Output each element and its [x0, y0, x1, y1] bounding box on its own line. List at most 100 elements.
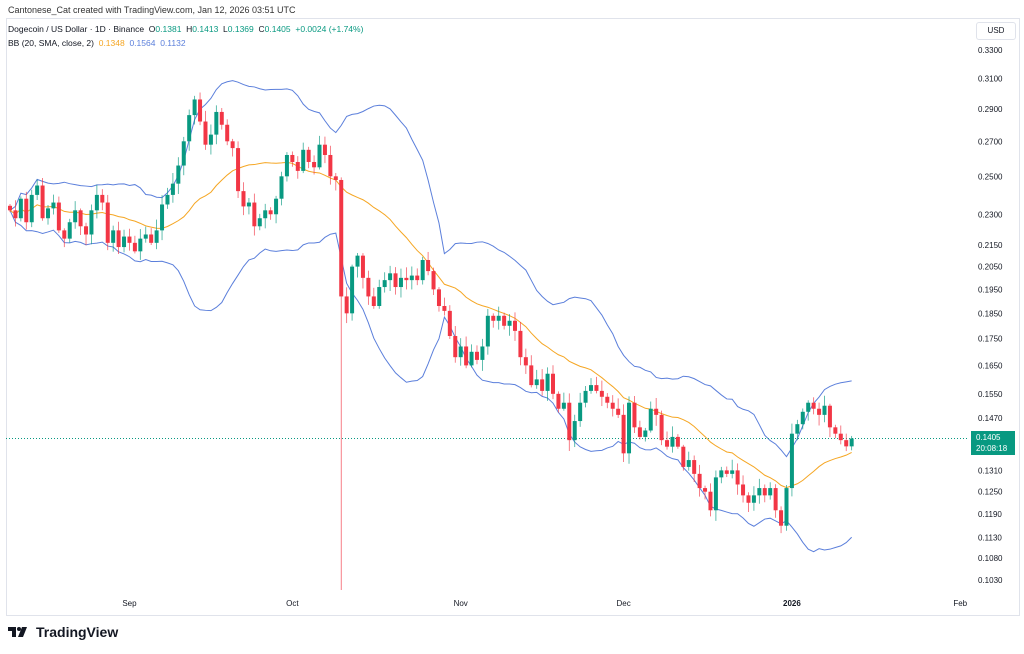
candle-body [62, 230, 67, 239]
candle-body [198, 99, 203, 122]
bar-countdown: 20:08:18 [976, 444, 1008, 453]
candle-body [572, 421, 577, 441]
price-tick: 0.1310 [978, 466, 1003, 475]
candle-body [800, 411, 805, 425]
bb-lower-band [9, 210, 853, 553]
candle-body [735, 470, 740, 485]
candle-body [713, 477, 718, 511]
candle-body [692, 460, 697, 474]
candle-body [578, 402, 583, 422]
candle-body [78, 210, 83, 227]
candle-body [523, 357, 528, 366]
candle-body [154, 230, 159, 243]
candle-body [561, 402, 566, 409]
candle-body [377, 287, 382, 307]
tradingview-logo[interactable]: TradingView [8, 624, 118, 640]
candle-body [474, 351, 479, 360]
price-tick: 0.2050 [978, 263, 1003, 272]
candle-body [111, 230, 116, 243]
price-tick: 0.1750 [978, 335, 1003, 344]
candle-body [632, 402, 637, 428]
candle-body [447, 310, 452, 337]
candle-body [105, 202, 110, 243]
candle-body [225, 124, 230, 142]
candle-body [344, 296, 349, 314]
price-tick: 0.2150 [978, 241, 1003, 250]
candle-body [284, 154, 289, 177]
time-tick: Dec [616, 599, 630, 608]
candle-body [51, 202, 56, 209]
candle-body [18, 198, 23, 219]
candle-body [621, 414, 626, 454]
candle-body [143, 234, 148, 239]
candle-body [464, 346, 469, 366]
candle-body [496, 315, 501, 321]
candle-body [409, 275, 414, 281]
candle-body [203, 121, 208, 145]
candle-body [263, 210, 268, 219]
last-price-value: 0.1405 [976, 433, 1001, 442]
price-tick: 0.2500 [978, 172, 1003, 181]
chart-credit: Cantonese_Cat created with TradingView.c… [8, 5, 296, 15]
high-label: H [186, 24, 193, 34]
candle-body [149, 234, 154, 243]
candle-body [659, 414, 664, 441]
candle-body [35, 185, 40, 195]
candle-body [654, 408, 659, 415]
price-tick: 0.1650 [978, 361, 1003, 370]
open-value: 0.1381 [155, 24, 182, 34]
candle-body [138, 238, 143, 252]
open-label: O [148, 24, 156, 34]
candle-body [371, 296, 376, 307]
candle-body [643, 430, 648, 437]
candle-body [350, 266, 355, 314]
symbol-legend[interactable]: Dogecoin / US Dollar · 1D · Binance O0.1… [8, 22, 363, 36]
candle-body [757, 488, 762, 496]
candle-body [616, 408, 621, 415]
price-tick: 0.1550 [978, 390, 1003, 399]
price-tick: 0.2700 [978, 137, 1003, 146]
candle-body [306, 149, 311, 162]
time-tick: Oct [286, 599, 299, 608]
candle-body [290, 154, 295, 162]
candle-body [784, 488, 789, 526]
candle-body [67, 222, 72, 239]
close-label: C [258, 24, 265, 34]
low-label: L [223, 24, 228, 34]
bb-legend[interactable]: BB (20, SMA, close, 2) 0.1348 0.1564 0.1… [8, 36, 363, 50]
candle-body [838, 433, 843, 441]
candle-body [13, 210, 18, 219]
last-price-tag: 0.1405 20:08:18 [971, 431, 1015, 455]
candle-body [181, 141, 186, 166]
symbol-title: Dogecoin / US Dollar · 1D · Binance [8, 24, 145, 34]
candle-body [567, 402, 572, 441]
candle-body [230, 141, 235, 149]
chart-frame [6, 18, 1020, 616]
candle-body [176, 165, 181, 184]
candle-body [610, 402, 615, 409]
time-tick: Nov [454, 599, 468, 608]
candle-body [480, 346, 485, 360]
candle-body [491, 315, 496, 321]
candle-body [599, 390, 604, 397]
candle-body [762, 488, 767, 496]
candle-body [360, 255, 365, 278]
low-value: 0.1369 [227, 24, 254, 34]
candle-body [165, 194, 170, 205]
candle-body [773, 488, 778, 511]
candle-body [214, 111, 219, 135]
candle-body [132, 242, 137, 252]
candle-body [545, 373, 550, 391]
candle-body [741, 484, 746, 496]
candle-body [382, 280, 387, 288]
candle-body [512, 320, 517, 331]
candle-body [236, 148, 241, 192]
currency-button[interactable]: USD [976, 22, 1016, 40]
candle-body [675, 436, 680, 447]
candle-body [529, 365, 534, 386]
candle-body [73, 210, 78, 223]
candle-body [806, 402, 811, 412]
candle-body [833, 427, 838, 434]
price-tick: 0.1850 [978, 309, 1003, 318]
